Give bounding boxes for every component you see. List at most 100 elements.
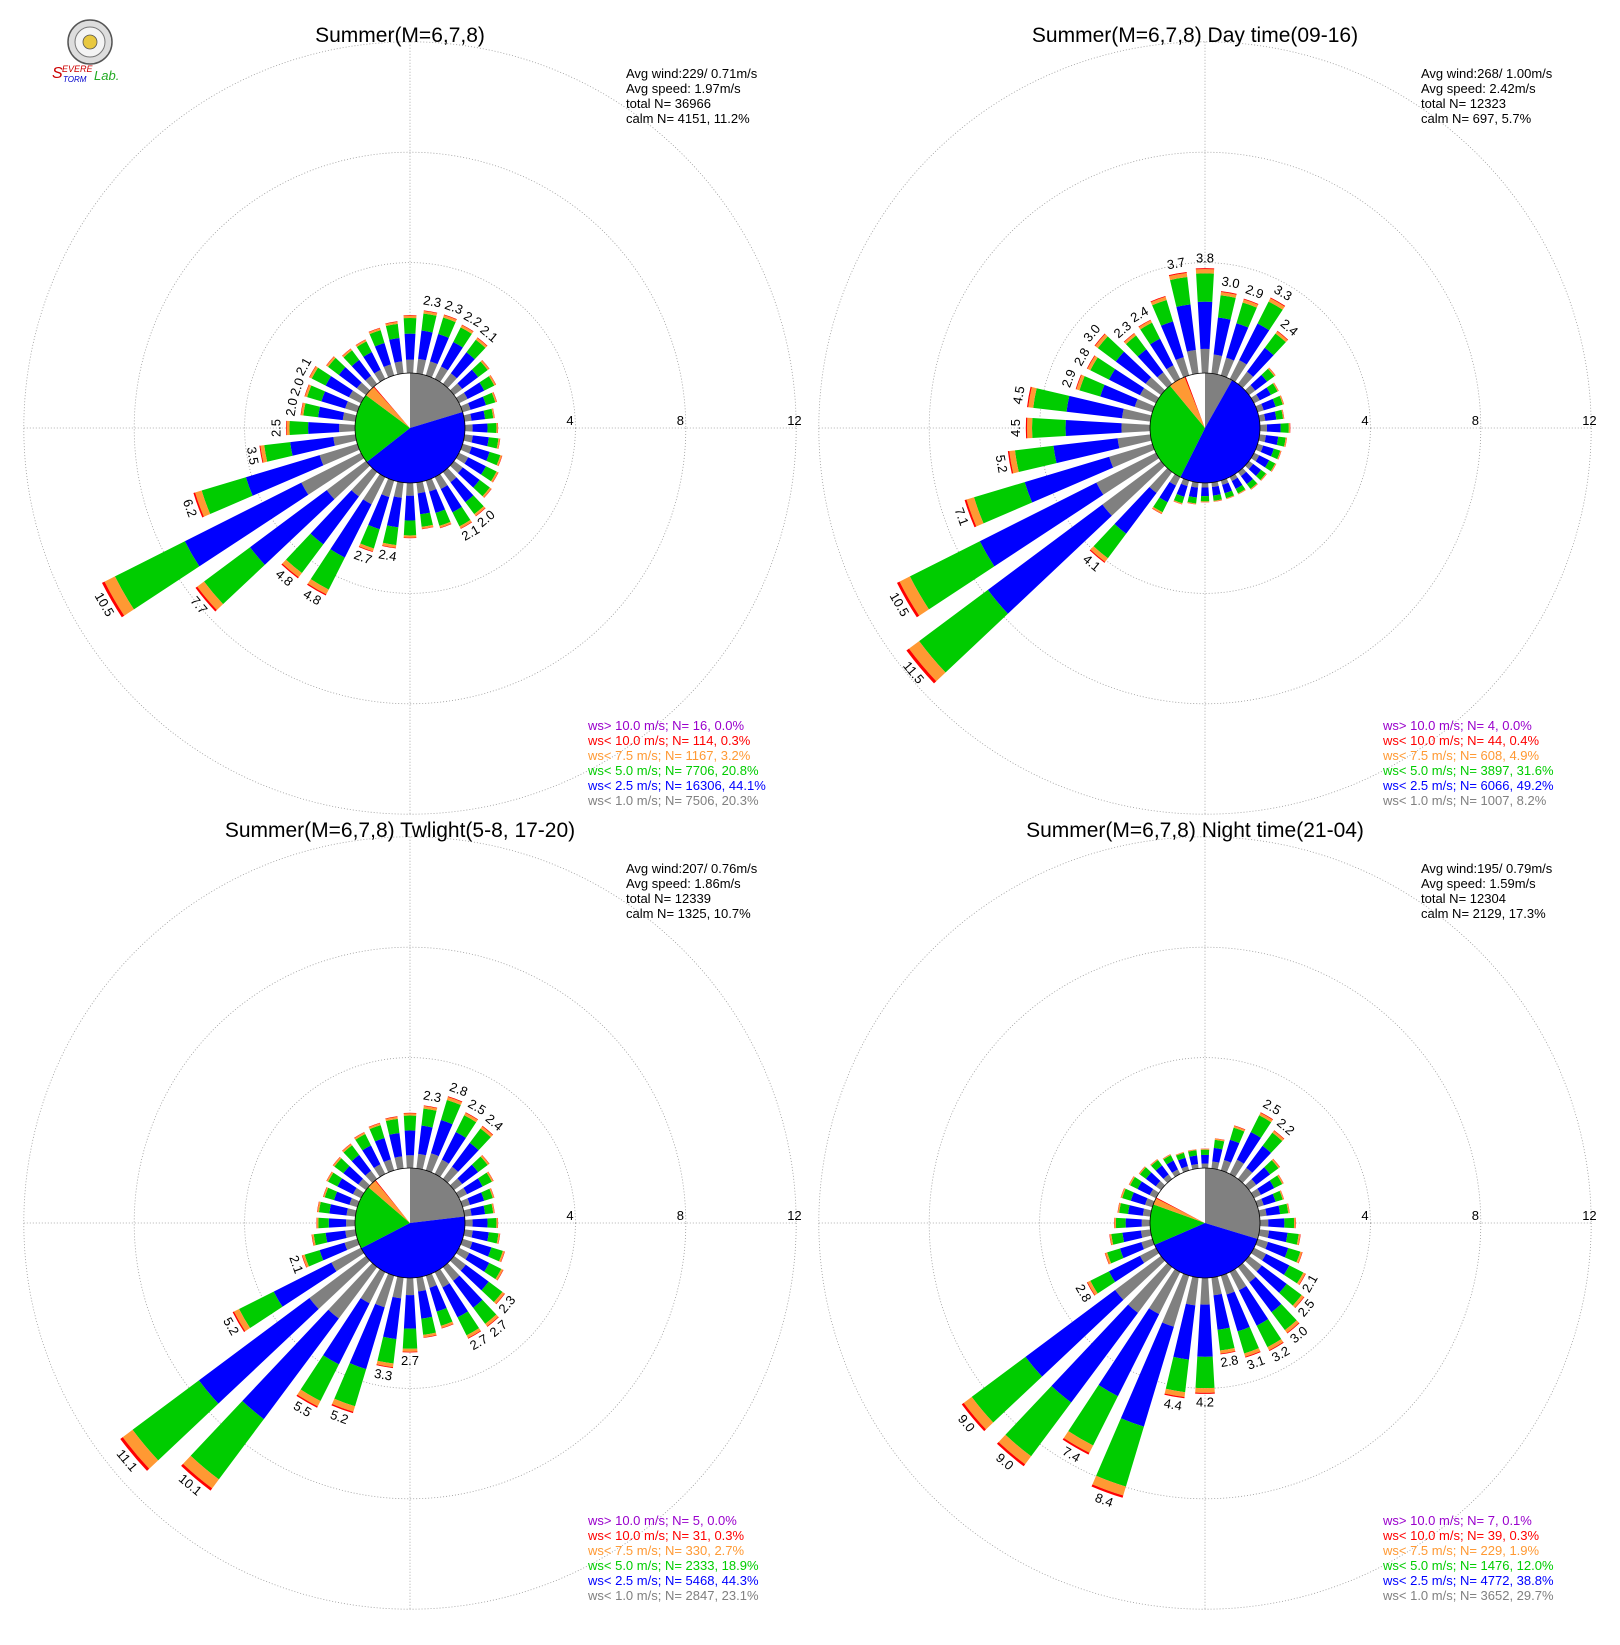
wind-bar-blue-segment — [473, 424, 488, 433]
wind-bar-green-segment — [1214, 1140, 1224, 1150]
wind-bar-gray-segment — [395, 1156, 404, 1169]
wind-bar-green-segment — [974, 482, 1032, 523]
stat-total-n: total N= 12339 — [626, 891, 711, 906]
bar-value-label: 2.5 — [268, 419, 283, 437]
wind-bar-orange-segment — [287, 421, 290, 435]
legend-entry: ws> 10.0 m/s; N= 16, 0.0% — [587, 718, 745, 733]
wind-bar-gray-segment — [1142, 1219, 1150, 1226]
wind-bar-blue-segment — [1212, 1148, 1222, 1163]
bar-value-label: 4.5 — [1010, 385, 1028, 405]
wind-bar-green-segment — [202, 477, 253, 514]
wind-bar-green-segment — [334, 1363, 366, 1406]
wind-bar-blue-segment — [334, 1192, 352, 1205]
wind-bar-green-segment — [1119, 1203, 1129, 1214]
stat-calm-n: calm N= 1325, 10.7% — [626, 906, 751, 921]
ring-label: 4 — [1361, 413, 1368, 428]
legend-entry: ws< 1.0 m/s; N= 2847, 23.1% — [587, 1588, 759, 1603]
bar-value-label: 2.9 — [1244, 282, 1266, 302]
wind-bar-orange-segment — [1201, 501, 1210, 502]
ring-label: 4 — [566, 1208, 573, 1223]
stat-avg-speed: Avg speed: 1.97m/s — [626, 81, 741, 96]
wind-bar-gray-segment — [406, 1155, 414, 1168]
bar-value-label: 2.3 — [422, 1087, 442, 1105]
wind-bar-blue-segment — [472, 435, 489, 446]
wind-bar-blue-segment — [1131, 1192, 1148, 1205]
wind-bar-gray-segment — [426, 361, 438, 377]
wind-bar-blue-segment — [418, 492, 430, 514]
stat-total-n: total N= 12304 — [1421, 891, 1506, 906]
stat-calm-n: calm N= 697, 5.7% — [1421, 111, 1532, 126]
wind-bar-gray-segment — [465, 424, 473, 431]
bar-value-label: 2.7 — [401, 1353, 419, 1368]
wind-bar-green-segment — [1284, 1218, 1294, 1228]
wind-bar-blue-segment — [468, 1192, 485, 1205]
wind-bar-orange-segment — [1114, 1218, 1116, 1228]
wind-bar-gray-segment — [1187, 350, 1199, 374]
wind-bar-gray-segment — [1260, 1219, 1268, 1226]
wind-bar-gray-segment — [406, 1278, 414, 1295]
wind-bar-green-segment — [289, 421, 308, 435]
bar-value-label: 3.8 — [1196, 251, 1214, 266]
bar-value-label: 4.5 — [1008, 419, 1023, 437]
wind-bar-green-segment — [404, 1116, 416, 1131]
wind-bar-gray-segment — [347, 1208, 357, 1216]
wind-bar-blue-segment — [1122, 1231, 1142, 1243]
legend-entry: ws> 10.0 m/s; N= 4, 0.0% — [1382, 718, 1532, 733]
ring-label: 8 — [1472, 413, 1479, 428]
wind-bar-green-segment — [1015, 446, 1057, 472]
wind-bar-gray-segment — [1260, 424, 1267, 431]
wind-bar-gray-segment — [1202, 483, 1209, 488]
legend-entry: ws< 10.0 m/s; N= 114, 0.3% — [587, 733, 751, 748]
wind-bar-gray-segment — [1211, 1277, 1221, 1296]
wind-bar-blue-segment — [387, 496, 402, 527]
wind-bar-orange-segment — [1201, 1149, 1210, 1150]
logo-emblem — [83, 35, 97, 49]
wind-bar-green-segment — [377, 1337, 396, 1364]
bar-value-label: 3.3 — [373, 1366, 393, 1384]
wind-bar-gray-segment — [339, 424, 355, 432]
wind-bar-blue-segment — [470, 1206, 485, 1216]
legend-entry: ws< 2.5 m/s; N= 6066, 49.2% — [1382, 778, 1554, 793]
wind-bar-blue-segment — [418, 1126, 432, 1156]
wind-bar-green-segment — [1286, 1233, 1299, 1245]
wind-bar-orange-segment — [1294, 1218, 1296, 1228]
panel-title: Summer(M=6,7,8) — [315, 24, 485, 47]
stat-avg-speed: Avg speed: 1.86m/s — [626, 876, 741, 891]
wind-bar-orange-segment — [403, 1349, 418, 1352]
stat-total-n: total N= 36966 — [626, 96, 711, 111]
wind-bar-gray-segment — [416, 482, 425, 494]
bar-value-label: 3.5 — [244, 445, 262, 465]
wind-bar-green-segment — [386, 1119, 400, 1135]
legend-entry: ws< 7.5 m/s; N= 330, 2.7% — [587, 1543, 745, 1558]
legend-entry: ws< 7.5 m/s; N= 229, 1.9% — [1382, 1543, 1540, 1558]
pie-slice — [410, 1168, 465, 1223]
logo-lettering-lab: Lab. — [94, 68, 119, 83]
bar-value-label: 3.7 — [1166, 254, 1186, 272]
legend-entry: ws< 10.0 m/s; N= 39, 0.3% — [1382, 1528, 1540, 1543]
wind-bar-gray-segment — [1141, 1229, 1152, 1237]
wind-bar-gray-segment — [1186, 1277, 1199, 1306]
legend-entry: ws< 5.0 m/s; N= 3897, 31.6% — [1382, 763, 1554, 778]
wind-bar-gray-segment — [1200, 1278, 1209, 1305]
wind-bar-gray-segment — [1259, 1229, 1270, 1237]
wind-bar-blue-segment — [468, 397, 486, 410]
wind-bar-green-segment — [1279, 1204, 1289, 1214]
wind-bar-gray-segment — [416, 1154, 426, 1170]
wind-bar-green-segment — [1218, 1328, 1235, 1351]
stat-calm-n: calm N= 4151, 11.2% — [626, 111, 750, 126]
wind-bar-orange-segment — [1196, 269, 1214, 273]
wind-bar-gray-segment — [465, 1219, 473, 1226]
wind-bar-green-segment — [421, 313, 436, 332]
wind-bar-orange-segment — [496, 423, 497, 433]
bar-value-label: 2.0 — [287, 376, 307, 398]
wind-bar-blue-segment — [308, 422, 339, 434]
stat-total-n: total N= 12323 — [1421, 96, 1506, 111]
wind-bar-gray-segment — [464, 1229, 473, 1237]
wind-bar-orange-segment — [404, 316, 417, 319]
wind-bar-green-segment — [115, 541, 199, 609]
panel-title: Summer(M=6,7,8) Day time(09-16) — [1032, 24, 1358, 47]
wind-bar-orange-segment — [1195, 1388, 1215, 1393]
